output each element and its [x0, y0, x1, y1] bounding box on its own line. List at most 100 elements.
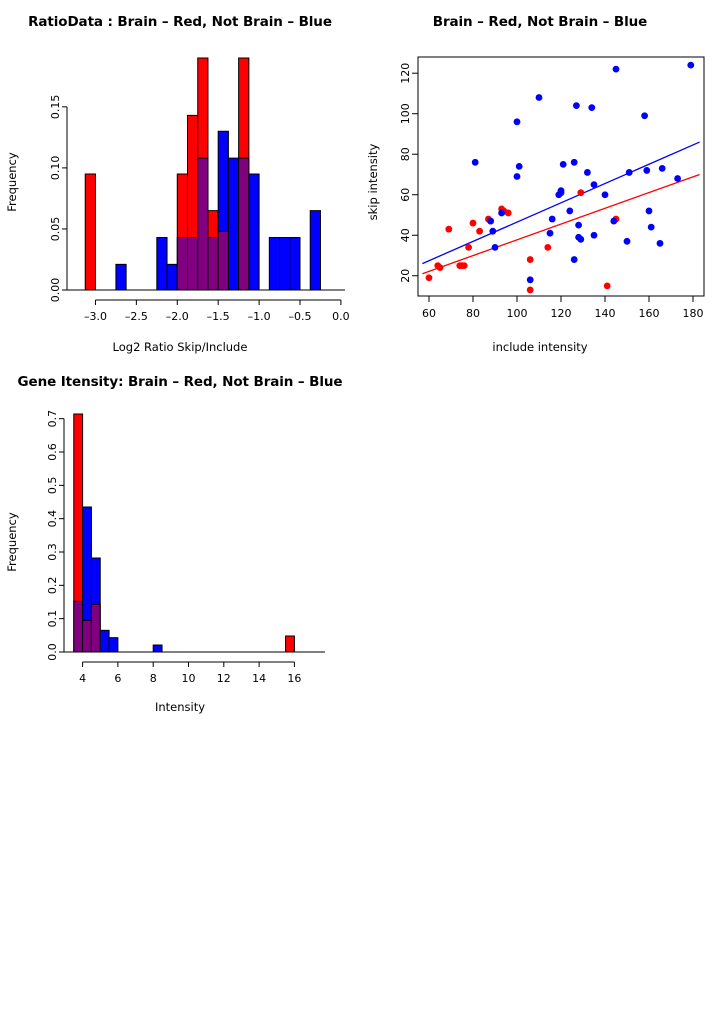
scatter-point — [625, 169, 633, 176]
svg-text:–3.0: –3.0 — [84, 310, 107, 323]
scatter-point — [546, 229, 554, 237]
scatter-point — [610, 217, 618, 225]
scatter-point — [557, 187, 565, 195]
svg-text:120: 120 — [399, 63, 412, 84]
svg-text:180: 180 — [683, 307, 704, 320]
ratio-histogram-title: RatioData : Brain – Red, Not Brain – Blu… — [28, 14, 332, 30]
svg-text:0.3: 0.3 — [46, 543, 59, 561]
regression-line — [422, 173, 700, 275]
scatter-point — [476, 227, 483, 235]
svg-text:–2.5: –2.5 — [125, 310, 148, 323]
svg-text:16: 16 — [287, 672, 301, 685]
scatter-point — [601, 191, 609, 199]
scatter-point — [465, 243, 472, 251]
histogram-bar — [248, 173, 260, 291]
histogram-bar — [207, 210, 219, 291]
svg-text:–1.5: –1.5 — [207, 310, 230, 323]
gene-intensity-plot: 0.0 0.1 0.2 0.3 0.4 0.5 0.6 0.7 4 6 8 10 12 14 16 — [46, 410, 325, 685]
histogram-bar — [90, 557, 101, 653]
scatter-point — [612, 65, 620, 73]
gene-intensity-axes: 0.0 0.1 0.2 0.3 0.4 0.5 0.6 0.7 4 6 8 10 12 14 16 — [46, 410, 325, 685]
svg-text:140: 140 — [595, 307, 616, 320]
scatter-point — [674, 175, 681, 182]
svg-text:0.15: 0.15 — [49, 95, 62, 120]
svg-text:14: 14 — [252, 672, 266, 685]
svg-text:20: 20 — [399, 269, 412, 283]
scatter-point — [590, 231, 598, 239]
scatter-point — [513, 118, 521, 126]
scatter-point — [526, 286, 534, 294]
scatter-point — [471, 158, 479, 166]
scatter-point — [436, 264, 444, 272]
scatter-point — [577, 235, 585, 243]
svg-text:–1.0: –1.0 — [248, 310, 271, 323]
svg-text:40: 40 — [399, 228, 412, 242]
scatter-series — [471, 61, 695, 284]
ratio-histogram-panel: RatioData : Brain – Red, Not Brain – Blu… — [0, 0, 360, 360]
scatter-point — [566, 207, 574, 215]
scatter-point — [590, 181, 598, 189]
svg-text:0.05: 0.05 — [49, 217, 62, 242]
histogram-bar — [289, 236, 301, 291]
scatter-point — [445, 225, 453, 233]
svg-text:6: 6 — [114, 672, 121, 685]
histogram-bar — [156, 236, 168, 291]
scatter-point — [656, 239, 664, 247]
r-plot-canvas: RatioData : Brain – Red, Not Brain – Blu… — [0, 0, 720, 720]
svg-text:0.10: 0.10 — [49, 156, 62, 181]
histogram-bar — [285, 635, 295, 653]
svg-text:0.6: 0.6 — [46, 443, 59, 461]
scatter-point — [544, 243, 552, 251]
scatter-point — [645, 207, 653, 215]
gene-intensity-panel: Gene Itensity: Brain – Red, Not Brain – … — [0, 360, 360, 720]
histogram-bar — [73, 413, 84, 653]
svg-text:0.4: 0.4 — [46, 510, 59, 528]
scatter-x-axis-label: include intensity — [492, 340, 588, 354]
scatter-point — [647, 223, 655, 231]
svg-text:100: 100 — [507, 307, 528, 320]
histogram-bar — [166, 263, 178, 291]
svg-text:0.0: 0.0 — [332, 310, 350, 323]
histogram-bar — [108, 637, 119, 653]
scatter-point — [623, 237, 631, 245]
svg-text:80: 80 — [466, 307, 480, 320]
scatter-point — [575, 221, 582, 229]
scatter-point — [515, 162, 523, 170]
svg-text:0.0: 0.0 — [46, 643, 59, 661]
scatter-point — [658, 164, 666, 172]
histogram-bar — [279, 236, 291, 291]
histogram-bar — [152, 644, 163, 653]
scatter-point — [687, 61, 695, 69]
scatter-point — [577, 189, 585, 197]
scatter-point — [548, 215, 556, 223]
scatter-panel: Brain – Red, Not Brain – Blue include in… — [360, 0, 720, 360]
svg-text:120: 120 — [551, 307, 572, 320]
scatter-point — [588, 104, 596, 112]
svg-text:0.5: 0.5 — [46, 477, 59, 495]
svg-text:–0.5: –0.5 — [289, 310, 312, 323]
svg-text:80: 80 — [399, 147, 412, 161]
info-panel: G7206169@J949084@j_at altCassette Tbx22 … — [360, 360, 720, 720]
histogram-bar — [82, 506, 92, 653]
scatter-point — [513, 173, 521, 180]
scatter-point — [526, 276, 534, 284]
svg-text:0.00: 0.00 — [49, 278, 62, 303]
svg-text:0.1: 0.1 — [46, 610, 59, 628]
scatter-point — [641, 112, 648, 120]
histogram-bar — [227, 157, 240, 291]
scatter-point — [491, 243, 499, 251]
ratio-histogram-x-axis-label: Log2 Ratio Skip/Include — [112, 340, 248, 354]
scatter-point — [469, 219, 477, 227]
histogram-bar — [176, 173, 188, 291]
ratio-histogram-plot: 0.00 0.05 0.10 0.15 –3.0 –2.5 –2.0 –1.5 –1.0 –0.5… — [49, 57, 350, 323]
scatter-point — [526, 256, 534, 263]
histogram-bar — [217, 130, 229, 291]
gene-intensity-x-axis-label: Intensity — [154, 700, 206, 714]
svg-text:4: 4 — [79, 672, 86, 685]
histogram-bar — [115, 263, 127, 291]
gene-intensity-title: Gene Itensity: Brain – Red, Not Brain – … — [17, 374, 343, 390]
scatter-point — [460, 262, 468, 270]
svg-text:0.7: 0.7 — [46, 410, 59, 428]
histogram-bar — [309, 210, 321, 291]
svg-text:160: 160 — [639, 307, 660, 320]
